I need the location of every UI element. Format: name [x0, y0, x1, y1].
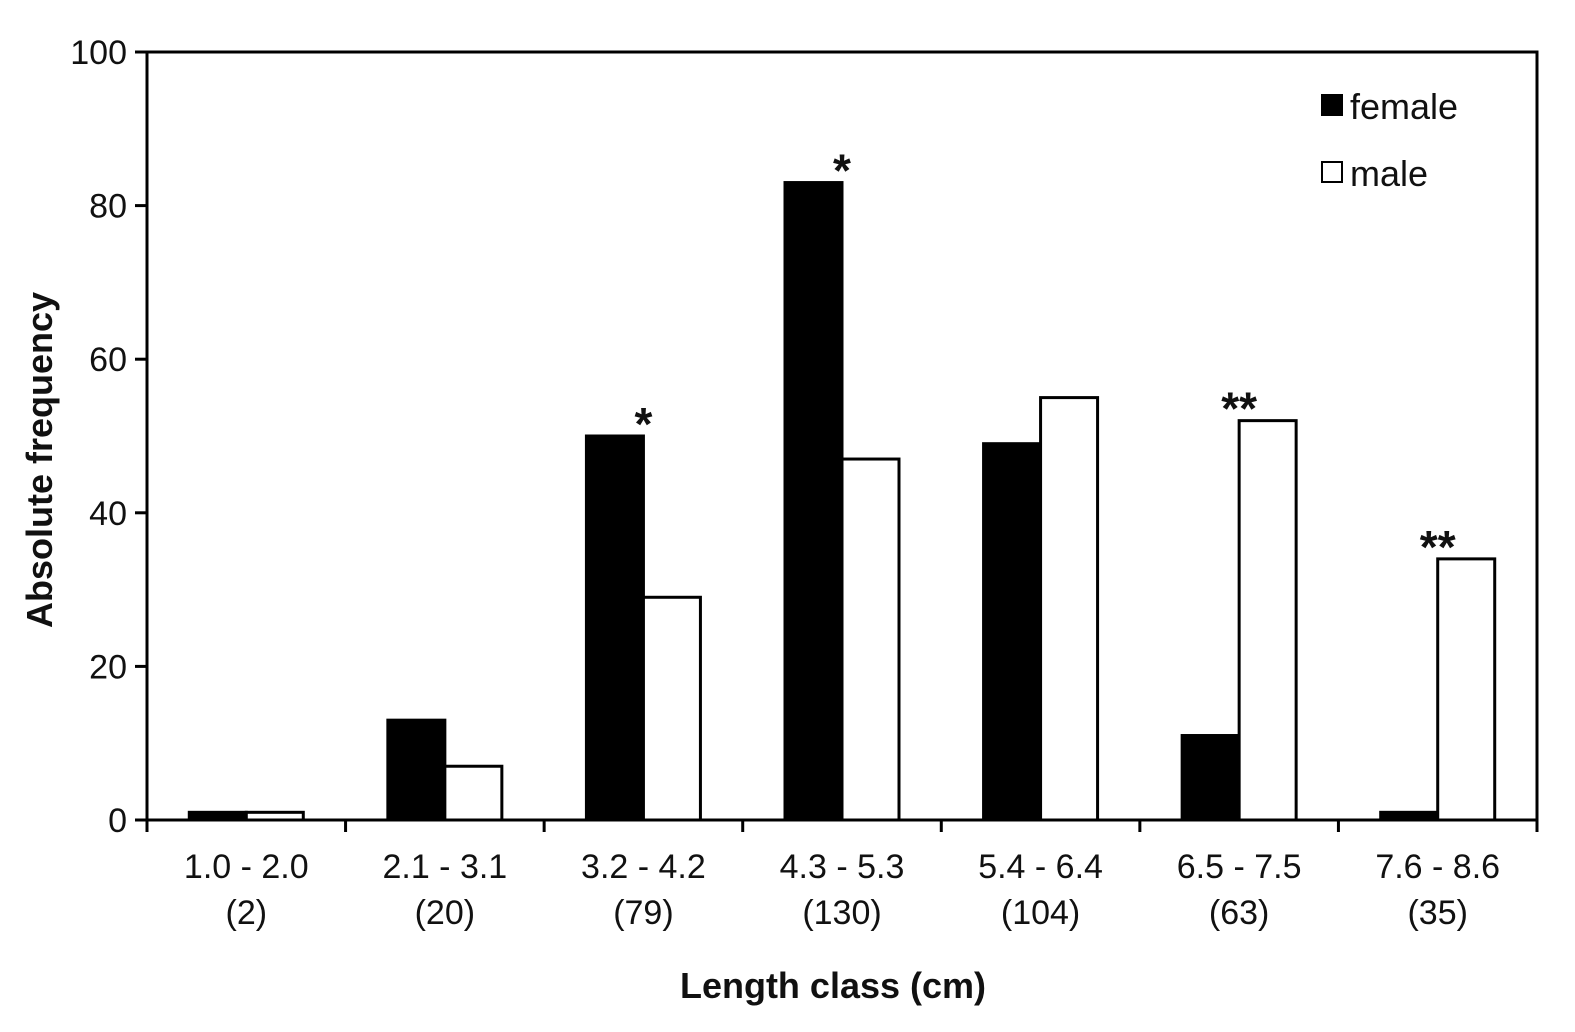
bar-female-4 — [982, 442, 1043, 822]
legend-swatch-female — [1321, 94, 1343, 116]
bar-female-3 — [783, 181, 844, 822]
bar-male-0 — [244, 810, 305, 822]
significance-marker-1: * — [833, 145, 851, 197]
bar-female-6 — [1379, 810, 1440, 822]
bar-male-4 — [1039, 396, 1100, 822]
x-tick-label-range-6: 7.6 - 8.6 — [1375, 848, 1500, 886]
bars-group — [187, 181, 1497, 822]
significance-marker-3: ** — [1420, 521, 1456, 573]
axes-group: 0 20 40 60 80 100 1.0 - 2.0 (2) 2.1 - 3.1 (20) 3.2… — [70, 34, 1539, 932]
x-tick-label-range-4: 5.4 - 6.4 — [978, 848, 1103, 886]
y-tick-label-100: 100 — [70, 34, 127, 72]
bar-male-6 — [1436, 557, 1497, 822]
significance-marker-2: ** — [1221, 383, 1257, 435]
x-tick-label-n-6: (35) — [1407, 894, 1467, 932]
x-tick-label-n-0: (2) — [226, 894, 268, 932]
x-tick-label-range-3: 4.3 - 5.3 — [780, 848, 905, 886]
bar-female-2 — [584, 434, 645, 822]
x-tick-label-n-3: (130) — [802, 894, 881, 932]
x-tick-label-n-4: (104) — [1001, 894, 1080, 932]
x-tick-label-n-5: (63) — [1209, 894, 1269, 932]
y-tick-label-0: 0 — [108, 802, 127, 840]
x-tick-label-n-1: (20) — [415, 894, 475, 932]
y-tick-label-60: 60 — [89, 341, 127, 379]
y-tick-label-20: 20 — [89, 648, 127, 686]
legend-label-female: female — [1350, 86, 1458, 127]
x-tick-label-range-1: 2.1 - 3.1 — [382, 848, 507, 886]
legend-swatch-male — [1321, 161, 1343, 183]
y-tick-label-40: 40 — [89, 495, 127, 533]
legend: female male — [1321, 86, 1458, 194]
bar-male-3 — [840, 457, 901, 822]
x-axis-title: Length class (cm) — [680, 965, 986, 1006]
legend-label-male: male — [1350, 153, 1428, 194]
bar-female-5 — [1180, 734, 1241, 822]
x-tick-label-range-2: 3.2 - 4.2 — [581, 848, 706, 886]
bar-female-1 — [386, 718, 447, 822]
bar-female-0 — [187, 810, 248, 822]
bar-male-1 — [443, 764, 504, 822]
bar-male-5 — [1237, 419, 1298, 822]
x-tick-label-n-2: (79) — [613, 894, 673, 932]
y-axis-title: Absolute frequency — [19, 292, 60, 628]
y-tick-label-80: 80 — [89, 188, 127, 226]
significance-marker-0: * — [634, 398, 652, 450]
annotations-group: ****** — [634, 145, 1455, 573]
bar-male-2 — [641, 595, 702, 822]
x-tick-label-range-5: 6.5 - 7.5 — [1177, 848, 1302, 886]
x-tick-label-range-0: 1.0 - 2.0 — [184, 848, 309, 886]
